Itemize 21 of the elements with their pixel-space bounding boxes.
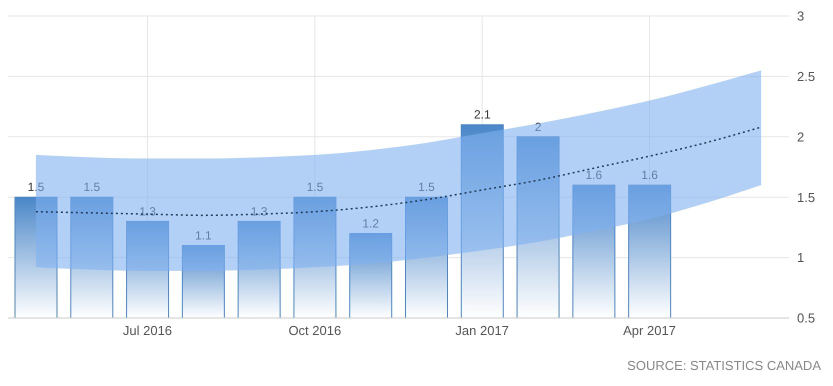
data-label: 1.2 (362, 216, 380, 230)
data-label: 1.5 (306, 180, 324, 194)
source-note: SOURCE: STATISTICS CANADA (626, 358, 821, 373)
data-label: 1.6 (586, 168, 603, 182)
y-tick-label: 1 (797, 250, 804, 266)
data-label: 1.6 (641, 168, 658, 182)
y-tick-label: 2 (797, 129, 804, 144)
data-label: 1.3 (139, 204, 156, 218)
x-tick-label: Jan 2017 (455, 323, 509, 338)
data-label: 2 (534, 120, 542, 134)
y-tick-label: 0.5 (797, 310, 816, 326)
data-label: 1.5 (418, 180, 436, 194)
x-tick-label: Apr 2017 (623, 323, 676, 338)
data-label: 1.5 (83, 180, 100, 194)
y-tick-label: 3 (797, 8, 804, 24)
x-tick-label: Oct 2016 (288, 323, 342, 338)
data-label: 2.1 (474, 108, 491, 122)
x-tick-label: Jul 2016 (122, 323, 172, 338)
y-tick-label: 1.5 (797, 190, 816, 205)
y-tick-label: 2.5 (797, 69, 816, 84)
data-label: 1.1 (195, 228, 212, 243)
